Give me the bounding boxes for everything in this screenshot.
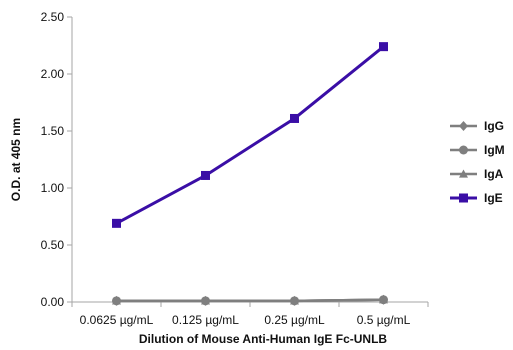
legend-item-iga: IgA <box>450 167 504 181</box>
legend-label: IgG <box>484 119 504 133</box>
legend-label: IgA <box>484 167 504 181</box>
legend-item-ige: IgE <box>450 191 503 205</box>
series-line-iga <box>116 298 384 303</box>
series-ige <box>112 42 388 228</box>
legend-marker <box>459 169 468 178</box>
data-point-ige <box>379 42 388 52</box>
y-axis-title: O.D. at 405 nm <box>9 118 23 201</box>
series-layer <box>112 42 388 306</box>
y-tick-label: 2.00 <box>41 67 65 81</box>
series-line-ige <box>115 45 385 225</box>
legend-marker <box>459 121 468 131</box>
legend-marker <box>459 145 468 155</box>
y-tick-label: 1.00 <box>41 181 65 195</box>
data-point-iga <box>290 296 299 305</box>
data-point-ige <box>201 170 210 180</box>
data-point-iga <box>379 295 388 304</box>
legend-item-igg: IgG <box>450 119 504 133</box>
data-point-iga <box>201 296 210 305</box>
data-point-iga <box>112 296 121 305</box>
legend: IgG IgM IgA IgE <box>450 119 505 205</box>
y-tick-label: 0.50 <box>41 238 65 252</box>
y-tick-label: 1.50 <box>41 124 65 138</box>
x-tick-label: 0.25 µg/mL <box>264 313 325 327</box>
data-point-ige <box>112 218 121 228</box>
legend-label: IgE <box>484 191 503 205</box>
x-axis-ticks: 0.0625 µg/mL 0.125 µg/mL 0.25 µg/mL 0.5 µg/… <box>71 302 429 327</box>
series-iga <box>112 295 388 305</box>
x-tick-label: 0.125 µg/mL <box>172 313 239 327</box>
legend-label: IgM <box>484 143 505 157</box>
x-axis-title: Dilution of Mouse Anti-Human IgE Fc-UNLB <box>139 332 388 346</box>
y-tick-label: 0.00 <box>41 295 65 309</box>
data-point-ige <box>290 113 299 123</box>
x-tick-label: 0.5 µg/mL <box>357 313 411 327</box>
y-axis-ticks: 0.00 0.50 1.00 1.50 2.00 2.50 <box>41 10 72 309</box>
y-tick-label: 2.50 <box>41 10 65 24</box>
legend-marker <box>459 193 468 203</box>
x-tick-label: 0.0625 µg/mL <box>80 313 154 327</box>
legend-item-igm: IgM <box>450 143 505 157</box>
